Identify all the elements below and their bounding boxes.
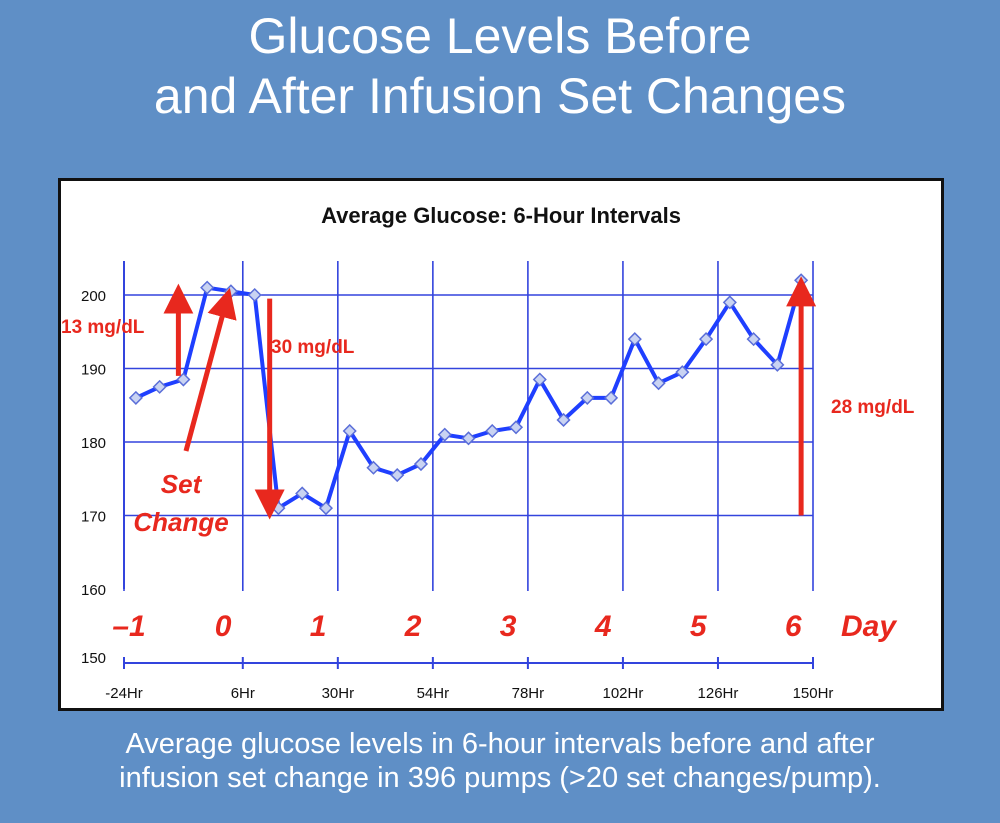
x-tick-label: 54Hr: [417, 685, 450, 702]
annotation-13-mgdl: 13 mg/dL: [61, 317, 145, 338]
caption: Average glucose levels in 6-hour interva…: [0, 727, 1000, 795]
day-label: 2: [404, 610, 422, 643]
glucose-series-line: [135, 279, 804, 511]
chart-panel: Average Glucose: 6-Hour Intervals 200 190…: [58, 178, 944, 711]
data-point-marker: [413, 456, 429, 472]
y-tick-label: 200: [81, 288, 106, 305]
data-point-marker: [508, 420, 524, 435]
data-point-marker: [675, 365, 690, 380]
slide-title-line-1: Glucose Levels Before: [248, 8, 752, 64]
annotation-change-label: Change: [133, 507, 228, 537]
day-label: 5: [690, 610, 708, 643]
data-point-marker: [722, 295, 737, 310]
data-point-marker: [461, 431, 476, 446]
data-point-marker: [556, 412, 571, 428]
y-tick-label: 190: [81, 362, 106, 379]
data-point-marker: [651, 376, 666, 391]
y-tick-label: 170: [81, 509, 106, 526]
data-point-marker: [437, 427, 452, 442]
data-point-marker: [699, 332, 714, 347]
data-point-marker: [200, 280, 215, 295]
day-axis-label: Day: [841, 610, 897, 643]
data-point-marker: [342, 423, 357, 439]
caption-line-2: infusion set change in 396 pumps (>20 se…: [119, 762, 881, 794]
data-point-marker: [295, 486, 310, 501]
slide-title: Glucose Levels Before and After Infusion…: [0, 6, 1000, 126]
data-point-marker: [176, 372, 191, 387]
day-label: 6: [785, 610, 802, 643]
y-tick-label: 150: [81, 650, 106, 667]
annotation-28-mgdl: 28 mg/dL: [831, 397, 915, 418]
data-point-marker: [627, 332, 642, 347]
day-label: 4: [594, 610, 612, 643]
data-point-marker: [390, 468, 405, 483]
data-point-marker: [794, 273, 809, 288]
data-point-marker: [247, 287, 262, 303]
x-tick-label: 78Hr: [512, 685, 545, 702]
annotation-30-mgdl: 30 mg/dL: [271, 337, 355, 358]
series-layer: [128, 273, 809, 516]
data-point-marker: [770, 357, 785, 372]
data-point-marker: [532, 372, 547, 387]
data-point-marker: [485, 423, 500, 439]
annotation-layer: 13 mg/dL 30 mg/dL 28 mg/dL Set Change: [61, 276, 915, 537]
x-tick-label: 126Hr: [698, 685, 739, 702]
y-tick-label: 160: [81, 582, 106, 599]
day-label: 1: [310, 610, 327, 643]
data-point-marker: [746, 332, 761, 347]
y-tick-label: 180: [81, 435, 106, 452]
data-point-marker: [152, 379, 167, 394]
caption-line-1: Average glucose levels in 6-hour interva…: [125, 728, 875, 760]
annotation-set-label: Set: [161, 469, 203, 499]
grid-layer: [123, 261, 814, 591]
chart-title: Average Glucose: 6-Hour Intervals: [321, 203, 681, 228]
x-tick-label: 6Hr: [231, 685, 255, 702]
glucose-line-chart: Average Glucose: 6-Hour Intervals 200 190…: [61, 203, 915, 702]
arrow-set-change: [183, 287, 237, 452]
data-point-marker: [603, 390, 619, 405]
data-point-marker: [318, 501, 334, 516]
x-tick-label: -24Hr: [105, 685, 143, 702]
day-label: –1: [112, 610, 145, 643]
data-point-marker: [366, 460, 381, 475]
x-tick-label: 150Hr: [793, 685, 834, 702]
x-tick-label: 102Hr: [603, 685, 644, 702]
slide-title-line-2: and After Infusion Set Changes: [153, 68, 847, 124]
x-tick-label: 30Hr: [322, 685, 355, 702]
day-label: 0: [215, 610, 232, 643]
day-label: 3: [500, 610, 517, 643]
data-point-marker: [580, 390, 595, 405]
data-point-marker: [128, 390, 143, 405]
